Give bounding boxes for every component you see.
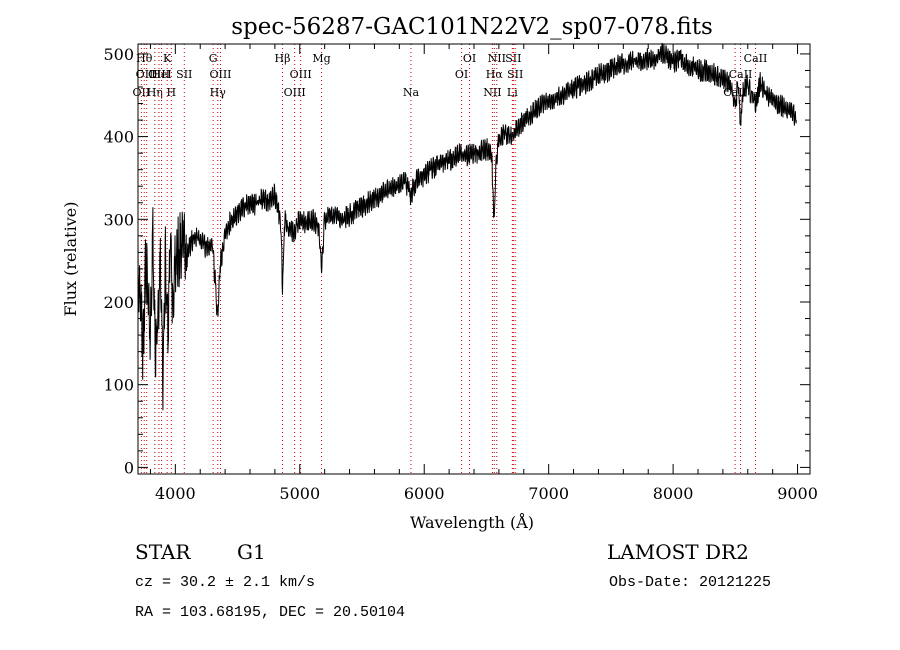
line-marker-label: Li: [507, 86, 518, 99]
x-tick-label: 6000: [404, 484, 445, 503]
x-tick-label: 8000: [653, 484, 694, 503]
x-tick-label: 7000: [528, 484, 569, 503]
survey-name: LAMOST DR2: [607, 540, 749, 564]
line-marker-label: SII: [507, 68, 523, 81]
line-marker-label: Hη: [147, 86, 163, 99]
line-marker-label: SII: [176, 68, 192, 81]
line-marker-label: SII: [505, 52, 521, 65]
line-marker-label: CaII: [744, 52, 768, 65]
line-marker-label: OI: [455, 68, 468, 81]
line-marker-label: OIII: [209, 68, 231, 81]
chart-title: spec-56287-GAC101N22V2_sp07-078.fits: [231, 14, 713, 40]
y-tick-label: 300: [103, 210, 134, 229]
line-marker-label: NII: [488, 52, 506, 65]
x-tick-label: 5000: [279, 484, 320, 503]
x-axis-label: Wavelength (Å): [410, 512, 534, 532]
line-marker-label: Mg: [312, 52, 330, 65]
x-tick-label: 9000: [777, 484, 818, 503]
redshift-velocity: cz = 30.2 ± 2.1 km/s: [135, 574, 316, 591]
plot-frame: [137, 43, 811, 475]
line-marker-label: Hα: [486, 68, 504, 81]
y-tick-label: 500: [103, 45, 134, 64]
line-marker-label: OIII: [290, 68, 312, 81]
line-marker-label: OIII: [148, 68, 170, 81]
line-markers: OIIHθOIIIHηOIIIHeIKHSIIGHγOIIIHβOIIIOIII…: [133, 44, 768, 474]
x-tick-label: 4000: [155, 484, 196, 503]
y-tick-label: 0: [124, 458, 134, 477]
line-marker-label: H: [167, 86, 177, 99]
line-marker-label: G: [209, 52, 218, 65]
line-marker-label: OIII: [136, 68, 158, 81]
line-marker-label: Hθ: [136, 52, 153, 65]
line-marker-label: CaII: [729, 68, 753, 81]
line-marker-label: Na: [403, 86, 420, 99]
y-axis-label: Flux (relative): [61, 202, 80, 317]
line-marker-label: Hβ: [275, 52, 291, 65]
line-marker-label: NII: [483, 86, 501, 99]
observation-date: Obs-Date: 20121225: [609, 574, 772, 591]
line-marker-label: HeI: [151, 68, 171, 81]
y-tick-label: 100: [103, 376, 134, 395]
object-class: STAR: [135, 540, 191, 564]
spectrum-line: [137, 42, 797, 411]
series-layer: [137, 42, 797, 411]
line-marker-label: OIII: [284, 86, 306, 99]
line-marker-label: OII: [133, 86, 151, 99]
y-tick-label: 400: [103, 128, 134, 147]
line-marker-label: Hγ: [210, 86, 227, 99]
object-subclass: G1: [237, 540, 266, 564]
line-marker-label: K: [163, 52, 172, 65]
axis-ticks: 4000 5000 6000 7000 8000 9000 0 100 200 300 400 500: [103, 44, 818, 503]
spectrum-chart: spec-56287-GAC101N22V2_sp07-078.fits OII…: [61, 14, 818, 532]
y-tick-label: 200: [103, 293, 134, 312]
line-marker-label: OI: [463, 52, 476, 65]
ra-dec-coordinates: RA = 103.68195, DEC = 20.50104: [135, 604, 406, 621]
